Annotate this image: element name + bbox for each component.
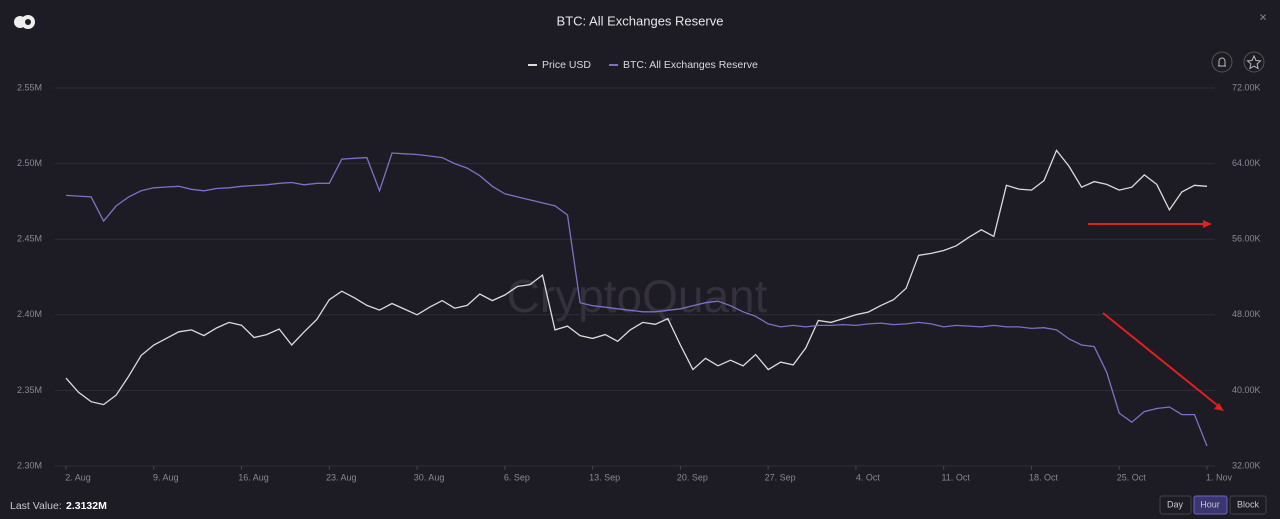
series-line [65,149,1208,406]
close-icon[interactable]: × [1259,9,1267,24]
bell-icon [1218,57,1226,67]
x-tick-label: 16. Aug [238,472,269,482]
block-label: Block [1237,499,1260,509]
legend-label: BTC: All Exchanges Reserve [623,59,758,71]
y-tick-label: 2.30M [17,460,42,470]
chart-title: BTC: All Exchanges Reserve [557,13,724,28]
hour-label: Hour [1200,499,1220,509]
hour-button[interactable] [1193,495,1228,515]
last-value-label: Last Value: [10,500,62,512]
plot: 2.30M 2.35M 2.40M 2.45M 2.50M 2.55M 32.00K 40.0… [17,82,1261,482]
x-tick-label: 1. Nov [1206,472,1233,482]
x-tick-label: 18. Oct [1029,472,1059,482]
x-tick-label: 9. Aug [153,472,179,482]
y-tick-label: 2.50M [17,158,42,168]
logo [14,15,35,29]
watermark: CryptoQuant [507,270,768,322]
x-tick-label: 30. Aug [414,472,445,482]
last-value: 2.3132M [66,500,107,512]
y2-tick-label: 40.00K [1232,385,1261,395]
y2-tick-label: 32.00K [1232,460,1261,470]
x-tick-label: 27. Sep [765,472,796,482]
block-button[interactable] [1229,495,1267,515]
series-line [65,152,1208,447]
y2-tick-label: 64.00K [1232,158,1261,168]
y2-tick-label: 48.00K [1232,309,1261,319]
y-tick-label: 2.45M [17,234,42,244]
y2-tick-label: 56.00K [1232,234,1261,244]
x-tick-label: 2. Aug [65,472,91,482]
y-tick-label: 2.55M [17,82,42,92]
x-tick-label: 11. Oct [942,472,971,482]
star-icon [1246,54,1262,70]
x-tick-label: 25. Oct [1117,472,1147,482]
day-label: Day [1167,499,1184,509]
x-tick-label: 6. Sep [504,472,530,482]
y2-tick-label: 72.00K [1232,82,1261,92]
star-button[interactable] [1243,51,1265,73]
x-tick-label: 13. Sep [589,472,620,482]
y-tick-label: 2.35M [17,385,42,395]
alert-button[interactable] [1211,51,1233,73]
x-tick-label: 23. Aug [326,472,357,482]
annotation-arrows [1088,220,1224,411]
x-tick-label: 20. Sep [677,472,708,482]
y-tick-label: 2.40M [17,309,42,319]
day-button[interactable] [1159,495,1192,515]
x-tick-label: 4. Oct [856,472,881,482]
legend-label: Price USD [542,59,591,71]
